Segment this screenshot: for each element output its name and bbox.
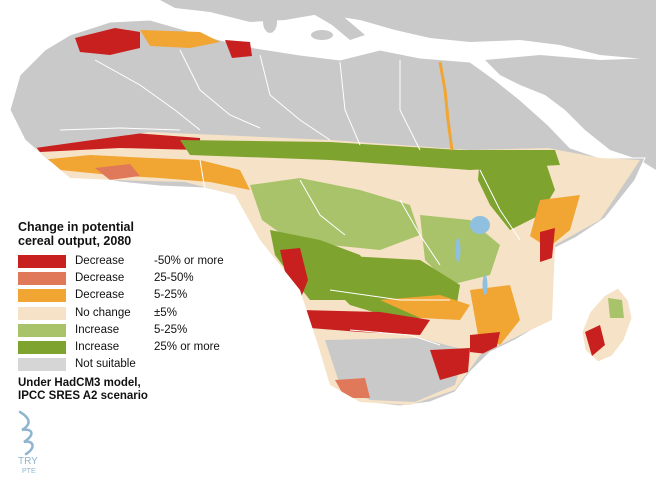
sardinia-island	[263, 11, 277, 33]
legend-range: 5-25%	[154, 323, 188, 336]
legend-item: Not suitable	[18, 357, 268, 374]
southern-decrease-belt	[300, 310, 430, 335]
legend-category: No change	[75, 306, 131, 319]
mozambique-decrease	[470, 285, 520, 345]
sahel-increase-band	[180, 140, 560, 170]
legend-item: Decrease -50% or more	[18, 254, 268, 271]
east-coast-strong-decrease	[540, 228, 555, 262]
legend-note-line2: IPCC SRES A2 scenario	[18, 390, 148, 403]
lake-malawi	[482, 275, 488, 295]
legend-category: Increase	[75, 340, 120, 353]
west-africa-moderate-decrease	[95, 164, 140, 180]
legend-swatch	[18, 323, 66, 337]
legend-range: ±5%	[154, 306, 177, 319]
legend-title-line2: cereal output, 2080	[18, 234, 132, 248]
legend-swatch	[18, 306, 66, 320]
italy-landmass	[300, 0, 365, 40]
sicily-island	[311, 30, 333, 40]
central-africa-increase	[250, 178, 420, 250]
legend-item: Decrease 25-50%	[18, 271, 268, 288]
legend-swatch	[18, 255, 66, 268]
legend-note-line1: Under HadCM3 model,	[18, 377, 141, 390]
angola-coast-decrease	[280, 248, 308, 300]
south-africa-east-decrease	[430, 348, 470, 380]
watermark-logo-icon	[18, 410, 34, 456]
watermark-subtext: PTE	[22, 468, 36, 475]
legend-swatch	[18, 289, 66, 303]
legend-swatch	[18, 358, 66, 372]
legend-range: -50% or more	[154, 255, 224, 267]
nile-valley	[438, 61, 454, 151]
legend-title-line1: Change in potential	[18, 220, 134, 234]
legend-swatch	[18, 340, 66, 354]
maghreb-decrease	[75, 28, 140, 55]
legend-item: Decrease 5-25%	[18, 288, 268, 305]
country-borders	[59, 49, 521, 346]
maghreb-orange	[140, 30, 220, 48]
legend-range: 25-50%	[154, 272, 194, 285]
legend-category: Increase	[75, 323, 120, 336]
legend-range: 5-25%	[154, 289, 188, 302]
west-africa-decrease	[40, 155, 250, 190]
legend-title: Change in potential cereal output, 2080	[18, 220, 268, 248]
legend-category: Decrease	[75, 255, 125, 267]
legend-item: No change ±5%	[18, 306, 268, 323]
tunisia-decrease	[225, 40, 252, 58]
legend-category: Decrease	[75, 289, 125, 302]
europe-landmass	[160, 0, 656, 60]
legend-note: Under HadCM3 model, IPCC SRES A2 scenari…	[18, 377, 268, 403]
map-legend: Change in potential cereal output, 2080 …	[18, 220, 268, 403]
arabia-landmass	[485, 55, 656, 170]
legend-category: Not suitable	[75, 358, 136, 371]
east-africa-increase	[478, 155, 555, 230]
lake-tanganyika	[455, 238, 461, 262]
red-sea	[500, 80, 570, 144]
legend-swatch	[18, 272, 66, 286]
madagascar-west-decrease	[585, 325, 605, 356]
legend-range: 25% or more	[154, 340, 220, 353]
legend-item: Increase 25% or more	[18, 340, 268, 357]
legend-category: Decrease	[75, 272, 125, 285]
southern-orange-belt	[380, 295, 470, 320]
madagascar-north-increase	[608, 298, 624, 318]
watermark-text: TRY	[18, 456, 38, 467]
lake-victoria	[470, 216, 490, 234]
legend-item: Increase 5-25%	[18, 323, 268, 340]
